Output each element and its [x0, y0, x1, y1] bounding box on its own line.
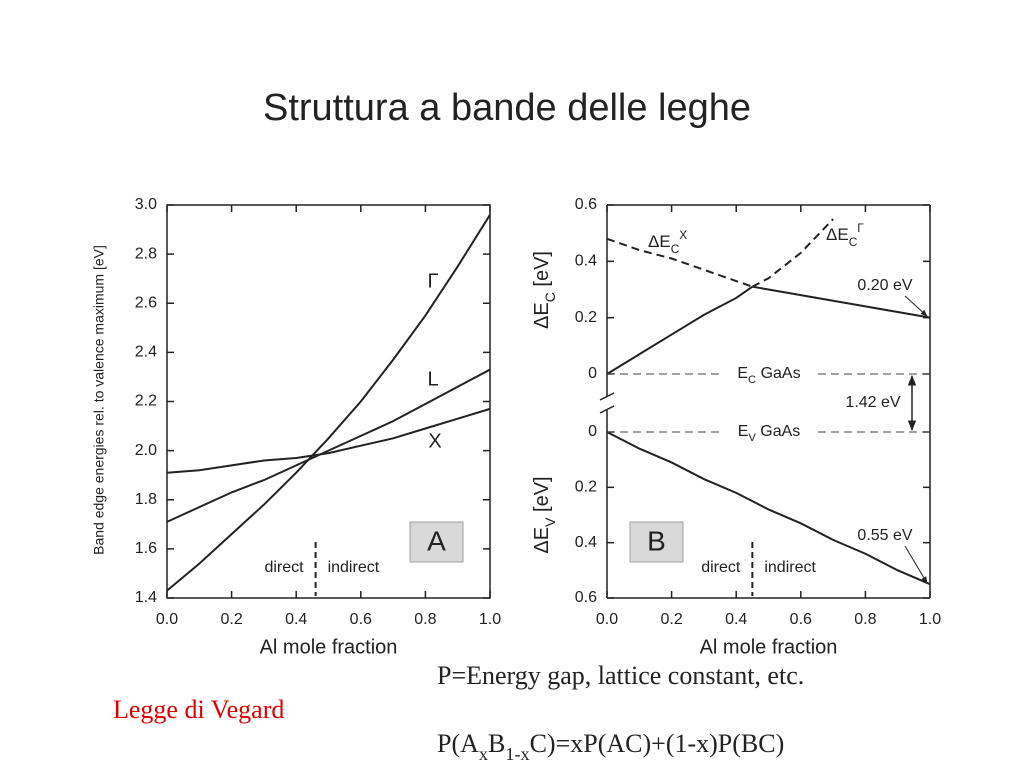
text-part: ΔE	[648, 232, 671, 251]
series-label: ΔECX	[648, 228, 687, 256]
text-part: ΔE	[826, 225, 849, 244]
plot-frame	[599, 204, 931, 599]
x-tick-label: 1.0	[919, 611, 941, 628]
gap-label: 1.42 eV	[845, 394, 900, 411]
line-series	[752, 285, 931, 319]
panel-label: A	[427, 525, 446, 556]
text-part: C	[849, 235, 858, 249]
regime-label: direct	[264, 559, 304, 576]
y-tick-label: 0.6	[575, 589, 597, 606]
annotation-arrow	[904, 545, 928, 584]
text-part: V	[748, 432, 756, 444]
text-part: B	[488, 729, 505, 758]
x-tick-label: 0.8	[854, 611, 876, 628]
regime-label: indirect	[764, 559, 816, 576]
panel-box	[629, 521, 684, 563]
band-edge-label: EC GaAs	[737, 365, 800, 386]
text-part: Γ	[857, 221, 864, 235]
y-axis-label: ΔEC [eV]	[531, 251, 557, 329]
text-part: ΔE	[531, 302, 553, 329]
text-part: ΔE	[531, 527, 553, 554]
slide-title: Struttura a bande delle leghe	[263, 87, 751, 129]
x-tick-label: 0.8	[414, 611, 436, 628]
formula: P(AxB1-xC)=xP(AC)+(1-x)P(BC)	[437, 729, 784, 764]
x-tick-label: 0.6	[350, 611, 372, 628]
x-tick-label: 0.0	[596, 611, 618, 628]
y-axis-label: ΔEV [eV]	[531, 476, 557, 553]
y-tick-label: 2.2	[135, 393, 157, 410]
line-series	[166, 368, 491, 523]
annotation: 0.20 eV	[857, 277, 912, 294]
x-tick-label: 0.4	[725, 611, 747, 628]
x-tick-label: 0.2	[220, 611, 242, 628]
text-part: V	[542, 517, 558, 527]
text-part: GaAs	[756, 423, 800, 440]
y-tick-label: 2.8	[135, 245, 157, 262]
y-tick-label: 3.0	[135, 196, 157, 213]
text-part: C	[671, 242, 680, 256]
x-tick-label: 0.6	[790, 611, 812, 628]
y-tick-label: 1.8	[135, 491, 157, 508]
y-tick-label: 1.6	[135, 540, 157, 557]
text-part: 1-x	[505, 744, 529, 764]
text-part: E	[737, 365, 748, 382]
y-tick-label: 0.4	[575, 534, 597, 551]
note: P=Energy gap, lattice constant, etc.	[437, 661, 804, 690]
y-tick-label: 1.4	[135, 589, 157, 606]
y-tick-label: 0.4	[575, 253, 597, 270]
y-tick-label: 0.2	[575, 309, 597, 326]
x-axis-label: Al mole fraction	[260, 636, 398, 658]
regime-label: direct	[701, 559, 741, 576]
y-tick-label: 2.4	[135, 344, 157, 361]
line-series	[166, 407, 491, 474]
text-part: [eV]	[531, 476, 553, 517]
series-label: X	[428, 430, 441, 452]
y-tick-label: 0	[588, 423, 597, 440]
regime-label: indirect	[328, 559, 380, 576]
annotation: 0.55 eV	[857, 527, 912, 544]
series-label: ΔECΓ	[826, 221, 864, 249]
line-series	[751, 218, 834, 288]
band-edge-label: EV GaAs	[738, 423, 801, 444]
x-tick-label: 0.4	[285, 611, 307, 628]
x-axis-label: Al mole fraction	[700, 636, 838, 658]
line-series	[606, 237, 753, 288]
text-part: C)=xP(AC)+(1-x)P(BC)	[530, 729, 785, 758]
text-part: P(A	[437, 729, 479, 758]
panel-label: B	[647, 525, 666, 556]
y-tick-label: 2.0	[135, 442, 157, 459]
y-tick-label: 0.6	[575, 196, 597, 213]
panel-box	[409, 521, 464, 563]
text-part: C	[542, 292, 558, 302]
y-tick-label: 0	[588, 365, 597, 382]
series-label: Γ	[427, 270, 438, 292]
text-part: x	[479, 744, 488, 764]
text-part: [eV]	[531, 251, 553, 292]
x-tick-label: 0.2	[660, 611, 682, 628]
line-series	[606, 285, 753, 375]
text-part: GaAs	[756, 365, 800, 382]
y-tick-label: 2.6	[135, 294, 157, 311]
series-label: L	[427, 368, 438, 390]
line-series	[606, 431, 931, 586]
text-part: X	[679, 228, 687, 242]
y-axis-label: Band edge energies rel. to valence maxim…	[91, 245, 107, 555]
annotation-arrow	[904, 295, 928, 317]
text-part: E	[738, 423, 749, 440]
law-label: Legge di Vegard	[113, 695, 284, 724]
text-part: C	[748, 374, 756, 386]
line-series	[166, 214, 491, 592]
x-tick-label: 0.0	[156, 611, 178, 628]
x-tick-label: 1.0	[479, 611, 501, 628]
y-tick-label: 0.2	[575, 479, 597, 496]
